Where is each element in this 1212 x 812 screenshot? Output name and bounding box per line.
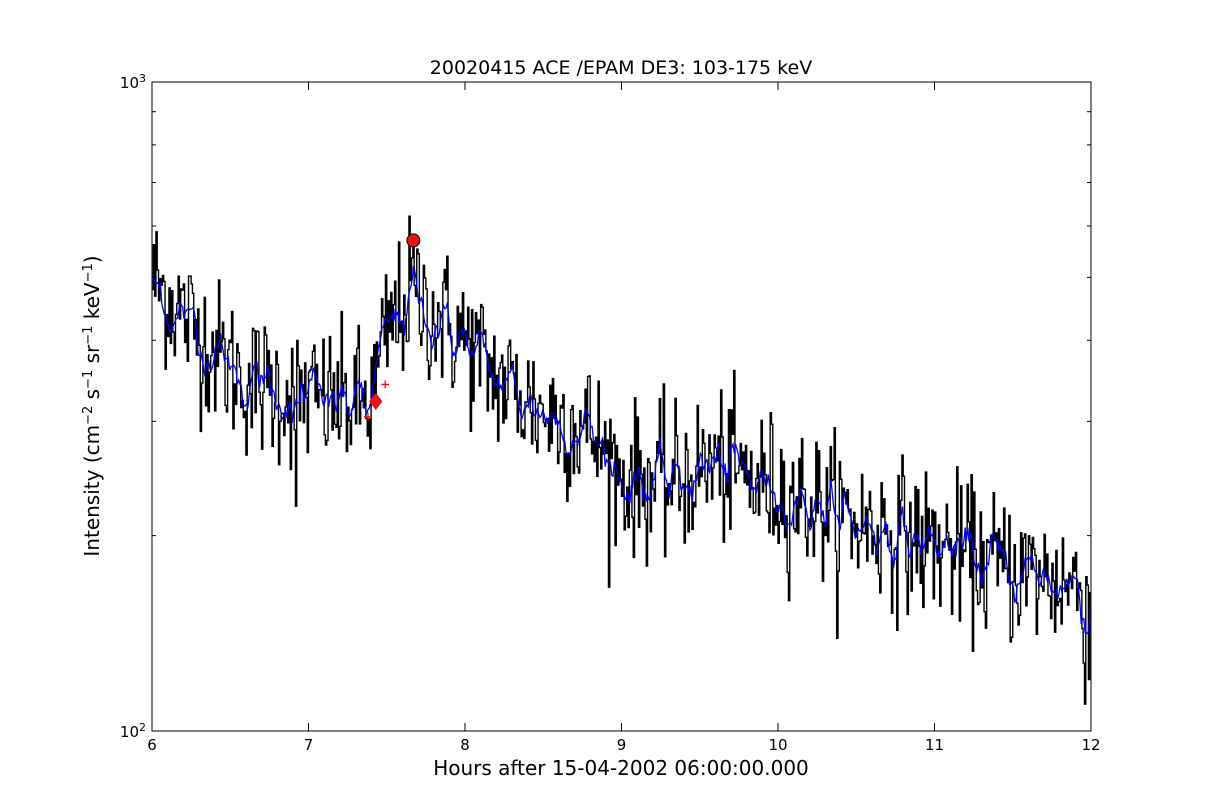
plot-area: [152, 215, 1091, 705]
marker-layer: [363, 233, 421, 421]
x-tick-label: 9: [617, 736, 627, 754]
x-axis-ticks: 6 7 8 9 10 11 12: [147, 82, 1101, 754]
series-smoothed-line: [152, 266, 1091, 635]
y-axis-label: Intensity (cm−2 s−1 sr−1 keV−1): [80, 255, 104, 556]
x-tick-label: 7: [304, 736, 314, 754]
onset-plus-marker: [381, 380, 390, 389]
series-layer: [152, 215, 1091, 705]
y-axis-ticks: 102 103: [120, 72, 1091, 742]
peak-circle-marker: [406, 233, 421, 248]
x-tick-label: 8: [460, 736, 470, 754]
x-tick-label: 10: [768, 736, 787, 754]
x-tick-label: 11: [925, 736, 944, 754]
y-tick-label: 102: [120, 721, 146, 742]
chart-title: 20020415 ACE /EPAM DE3: 103-175 keV: [430, 57, 812, 79]
onset-diamond-marker: [369, 392, 383, 411]
x-tick-label: 6: [147, 736, 157, 754]
onset-plus-marker: [363, 412, 372, 421]
x-tick-label: 12: [1081, 736, 1100, 754]
y-tick-label: 103: [120, 72, 146, 93]
x-axis-label: Hours after 15-04-2002 06:00:00.000: [433, 756, 809, 780]
